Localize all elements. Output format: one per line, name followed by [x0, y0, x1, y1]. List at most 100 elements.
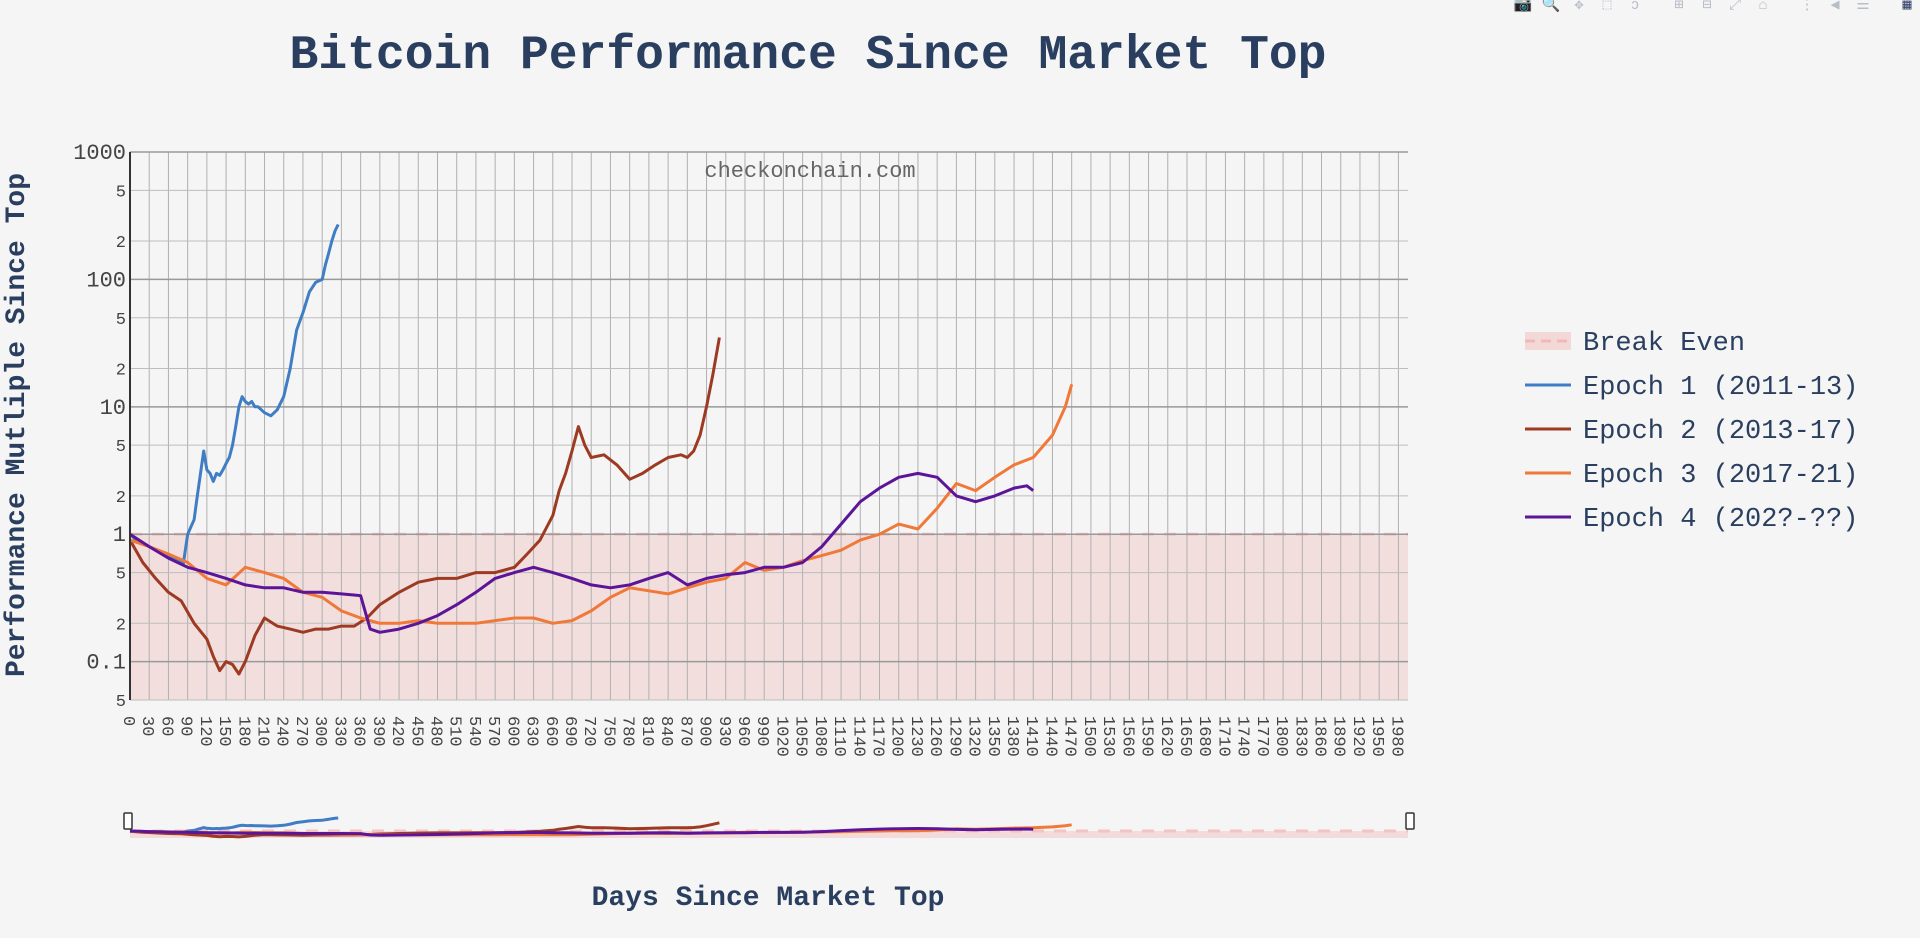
y-minor-tick-label: 5 — [116, 566, 126, 585]
x-tick-label: 1440 — [1040, 716, 1059, 757]
x-tick-label: 1320 — [964, 716, 983, 757]
y-minor-tick-label: 5 — [116, 438, 126, 457]
x-tick-label: 1410 — [1021, 716, 1040, 757]
y-minor-tick-label: 2 — [116, 616, 126, 635]
legend-label: Epoch 2 (2013-17) — [1583, 417, 1858, 447]
x-tick-label: 30 — [137, 716, 156, 736]
pan-icon[interactable]: ✥ — [1574, 0, 1584, 14]
range-slider-left-handle[interactable] — [123, 812, 133, 830]
chart-title: Bitcoin Performance Since Market Top — [290, 29, 1327, 83]
y-tick-labels: 0.1 1 10 100 1000 5 2 5 2 5 2 5 2 5 — [73, 141, 126, 712]
y-tick-label: 10 — [100, 396, 126, 421]
lasso-select-icon[interactable]: ↄ — [1630, 0, 1640, 14]
x-tick-label: 300 — [310, 716, 329, 747]
box-select-icon[interactable]: ⬚ — [1602, 0, 1612, 14]
x-tick-label: 1050 — [791, 716, 810, 757]
x-tick-label: 330 — [329, 716, 348, 747]
x-tick-label: 1830 — [1290, 716, 1309, 757]
camera-icon[interactable]: 📷 — [1513, 0, 1533, 14]
x-tick-label: 930 — [714, 716, 733, 747]
x-tick-label: 1980 — [1386, 716, 1405, 757]
y-tick-label: 100 — [86, 268, 126, 293]
x-tick-label: 60 — [156, 716, 175, 736]
x-tick-label: 90 — [176, 716, 195, 736]
range-slider[interactable] — [123, 807, 1415, 839]
x-tick-label: 780 — [618, 716, 637, 747]
x-tick-label: 840 — [656, 716, 675, 747]
plot-modebar: 📷 🔍 ✥ ⬚ ↄ ⊞ ⊟ ⤢ ⌂ ⋮ ◀ ☰ ▦ — [1510, 0, 1920, 18]
y-minor-tick-label: 2 — [116, 234, 126, 253]
x-tick-label: 600 — [502, 716, 521, 747]
x-tick-label: 1650 — [1175, 716, 1194, 757]
zoom-in-icon[interactable]: ⊞ — [1674, 0, 1684, 14]
x-tick-label: 1860 — [1310, 716, 1329, 757]
plotly-logo-icon[interactable]: ▦ — [1902, 0, 1912, 14]
range-slider-series-4 — [129, 826, 1034, 837]
x-tick-label: 450 — [406, 716, 425, 747]
grid — [129, 151, 1408, 701]
x-tick-label: 390 — [368, 716, 387, 747]
x-tick-label: 1590 — [1137, 716, 1156, 757]
series-line-epoch-2 — [128, 337, 721, 676]
legend-item-break-even[interactable]: Break Even — [1525, 329, 1745, 359]
legend-item-epoch-4[interactable]: Epoch 4 (202?-??) — [1525, 505, 1858, 535]
x-tick-label: 1920 — [1348, 716, 1367, 757]
x-tick-label: 510 — [445, 716, 464, 747]
legend-item-epoch-3[interactable]: Epoch 3 (2017-21) — [1525, 461, 1858, 491]
x-tick-label: 420 — [387, 716, 406, 747]
legend-item-epoch-1[interactable]: Epoch 1 (2011-13) — [1525, 373, 1858, 403]
x-tick-label: 1740 — [1233, 716, 1252, 757]
x-tick-label: 1230 — [906, 716, 925, 757]
y-minor-tick-label: 2 — [116, 489, 126, 508]
y-tick-label: 1000 — [73, 141, 126, 166]
series-lines — [128, 223, 1074, 676]
x-tick-label: 0 — [118, 716, 137, 726]
x-tick-label: 1200 — [887, 716, 906, 757]
legend-label: Epoch 4 (202?-??) — [1583, 505, 1858, 535]
range-slider-series-2 — [129, 821, 720, 839]
x-tick-label: 1020 — [771, 716, 790, 757]
y-axis-label: Performance Mutliple Since Top — [2, 173, 33, 677]
zoom-icon[interactable]: 🔍 — [1541, 0, 1561, 14]
hover-compare-icon[interactable]: ☰ — [1856, 0, 1870, 14]
x-tick-label: 720 — [579, 716, 598, 747]
range-slider-break-even — [130, 831, 1408, 838]
series-line-epoch-1 — [128, 223, 340, 566]
x-tick-label: 1710 — [1213, 716, 1232, 757]
legend-label: Epoch 1 (2011-13) — [1583, 373, 1858, 403]
plot-area[interactable]: checkonchain.com — [128, 151, 1408, 701]
hover-closest-icon[interactable]: ◀ — [1830, 0, 1840, 14]
x-tick-label: 570 — [483, 716, 502, 747]
series-line-epoch-3 — [129, 383, 1074, 625]
x-tick-label: 1800 — [1271, 716, 1290, 757]
x-tick-label: 870 — [675, 716, 694, 747]
y-minor-tick-label: 2 — [116, 361, 126, 380]
x-tick-label: 210 — [253, 716, 272, 747]
x-tick-label: 240 — [272, 716, 291, 747]
x-tick-label: 360 — [349, 716, 368, 747]
y-tick-label: 0.1 — [86, 651, 126, 676]
x-tick-label: 1890 — [1329, 716, 1348, 757]
x-tick-label: 270 — [291, 716, 310, 747]
x-tick-label: 810 — [637, 716, 656, 747]
x-tick-label: 750 — [598, 716, 617, 747]
legend-label: Epoch 3 (2017-21) — [1583, 461, 1858, 491]
x-tick-label: 1170 — [868, 716, 887, 757]
x-tick-labels: 0 30 60 90 120 150 180 210 240 270 300 330 360 390 420… — [118, 716, 1405, 757]
legend-item-epoch-2[interactable]: Epoch 2 (2013-17) — [1525, 417, 1858, 447]
x-tick-label: 990 — [752, 716, 771, 747]
zoom-out-icon[interactable]: ⊟ — [1702, 0, 1712, 14]
x-tick-label: 1470 — [1060, 716, 1079, 757]
x-tick-label: 480 — [425, 716, 444, 747]
range-slider-right-handle[interactable] — [1405, 812, 1415, 830]
y-minor-tick-label: 5 — [116, 693, 126, 712]
x-tick-label: 960 — [733, 716, 752, 747]
x-tick-label: 1770 — [1252, 716, 1271, 757]
x-tick-label: 690 — [560, 716, 579, 747]
spike-lines-icon[interactable]: ⋮ — [1799, 0, 1815, 14]
autoscale-icon[interactable]: ⤢ — [1728, 0, 1741, 14]
break-even-band — [130, 534, 1408, 700]
reset-axes-icon[interactable]: ⌂ — [1758, 0, 1768, 14]
x-tick-label: 1680 — [1194, 716, 1213, 757]
